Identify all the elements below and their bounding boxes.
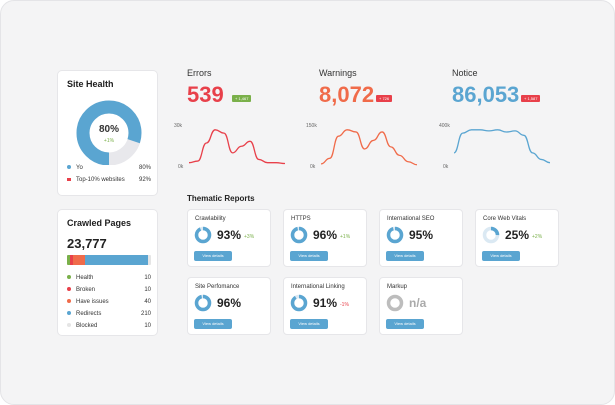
report-name: HTTPS <box>291 216 311 222</box>
report-card-crawlability[interactable]: Crawlability 93% +3% View details <box>187 209 271 267</box>
report-ring-icon <box>194 294 212 312</box>
stat-label: Warnings <box>319 68 357 78</box>
report-card-site-perfomance[interactable]: Site Perfomance 96% View details <box>187 277 271 335</box>
report-name: International SEO <box>387 216 435 222</box>
crawled-pages-bar <box>67 255 151 265</box>
sparkline-path <box>320 129 418 166</box>
stat-value: 539 <box>187 82 224 107</box>
status-dot-icon <box>67 275 71 280</box>
status-dot-icon <box>67 323 71 328</box>
status-dot-icon <box>67 299 71 304</box>
report-name: Crawlability <box>195 216 226 222</box>
stat-label: Errors <box>187 68 212 78</box>
view-details-button[interactable]: View details <box>386 251 424 261</box>
site-health-delta: +1% <box>104 138 115 144</box>
sparkline-path <box>188 129 286 165</box>
legend-you: Yo 80% <box>67 165 151 171</box>
view-details-button[interactable]: View details <box>482 251 520 261</box>
bar-segment <box>67 255 70 265</box>
status-dot-icon <box>67 287 71 292</box>
report-percent: 93% <box>217 228 242 242</box>
report-ring-icon <box>386 294 404 312</box>
view-details-button[interactable]: View details <box>194 319 232 329</box>
crawled-pages-title: Crawled Pages <box>67 218 132 228</box>
bar-segment <box>70 255 73 265</box>
stat-sparkline <box>188 129 286 165</box>
bar-segment <box>73 255 85 265</box>
stat-badge: + 1,467 <box>232 95 252 102</box>
report-percent: 91% <box>313 296 338 310</box>
stat-label: Notice <box>452 68 478 78</box>
site-health-title: Site Health <box>67 79 114 89</box>
crawled-row-health[interactable]: Health 10 <box>67 275 151 281</box>
stat-value: 86,053 <box>452 82 520 107</box>
report-delta: -1% <box>340 302 349 308</box>
report-ring-icon <box>290 294 308 312</box>
report-name: Core Web Vitals <box>483 216 527 222</box>
site-health-score: 80% <box>99 124 119 135</box>
report-percent: 95% <box>409 228 434 242</box>
stat-notice[interactable]: Notice 86,053 + 1,587 400k 0k <box>439 68 551 170</box>
report-percent: 25% <box>505 228 530 242</box>
y-tick-max: 30k <box>174 123 183 129</box>
report-name: Markup <box>387 284 408 290</box>
stat-errors[interactable]: Errors 539 + 1,467 30k 0k <box>174 68 286 170</box>
crawled-pages-total: 23,777 <box>67 236 107 251</box>
y-tick-max: 150k <box>306 123 317 129</box>
report-percent: n/a <box>409 296 427 310</box>
bar-segment <box>148 255 151 265</box>
report-card-international-linking[interactable]: International Linking 91% -1% View details <box>283 277 367 335</box>
stat-value: 8,072 <box>319 82 375 107</box>
thematic-reports-title: Thematic Reports <box>187 194 255 203</box>
view-details-button[interactable]: View details <box>290 251 328 261</box>
crawled-pages-card[interactable]: Crawled Pages 23,777 Health 10 Broken 10 Hav… <box>57 209 158 336</box>
stat-sparkline <box>453 129 551 164</box>
stat-sparkline <box>320 129 418 166</box>
report-delta: +2% <box>532 234 543 240</box>
report-card-markup[interactable]: Markup n/a View details <box>379 277 463 335</box>
report-delta: +3% <box>244 234 255 240</box>
sparkline-path <box>453 129 551 164</box>
legend-triangle-icon <box>67 177 71 181</box>
report-percent: 96% <box>313 228 338 242</box>
report-name: International Linking <box>291 284 345 290</box>
stat-badge: + 726 <box>376 95 393 102</box>
view-details-button[interactable]: View details <box>194 251 232 261</box>
y-tick-min: 0k <box>178 164 184 170</box>
crawled-row-broken[interactable]: Broken 10 <box>67 287 151 293</box>
report-card-international-seo[interactable]: International SEO 95% View details <box>379 209 463 267</box>
report-ring-icon <box>194 226 212 244</box>
status-dot-icon <box>67 311 71 316</box>
y-tick-max: 400k <box>439 123 450 129</box>
crawled-row-blocked[interactable]: Blocked 10 <box>67 323 151 329</box>
site-health-card[interactable]: Site Health 80% +1% Yo 80% Top-10% websit… <box>57 70 158 196</box>
legend-dot-icon <box>67 165 71 170</box>
view-details-button[interactable]: View details <box>290 319 328 329</box>
report-name: Site Perfomance <box>195 284 240 290</box>
view-details-button[interactable]: View details <box>386 319 424 329</box>
report-ring-icon <box>482 226 500 244</box>
stat-badge: + 1,587 <box>521 95 541 102</box>
y-tick-min: 0k <box>443 164 449 170</box>
crawled-row-have-issues[interactable]: Have issues 40 <box>67 299 151 305</box>
report-delta: +1% <box>340 234 351 240</box>
bar-segment <box>85 255 148 265</box>
y-tick-min: 0k <box>310 164 316 170</box>
report-ring-icon <box>290 226 308 244</box>
site-health-donut: 80% +1% <box>76 100 142 165</box>
site-health-arc <box>76 100 142 165</box>
legend-top10: Top-10% websites 92% <box>67 177 151 183</box>
report-card-core-web-vitals[interactable]: Core Web Vitals 25% +2% View details <box>475 209 559 267</box>
report-card-https[interactable]: HTTPS 96% +1% View details <box>283 209 367 267</box>
report-ring-icon <box>386 226 404 244</box>
crawled-row-redirects[interactable]: Redirects 210 <box>67 311 151 317</box>
stat-warnings[interactable]: Warnings 8,072 + 726 150k 0k <box>306 68 418 170</box>
report-percent: 96% <box>217 296 242 310</box>
